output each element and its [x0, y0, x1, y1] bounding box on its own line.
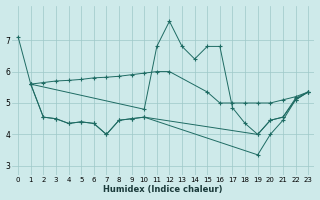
X-axis label: Humidex (Indice chaleur): Humidex (Indice chaleur)	[103, 185, 223, 194]
